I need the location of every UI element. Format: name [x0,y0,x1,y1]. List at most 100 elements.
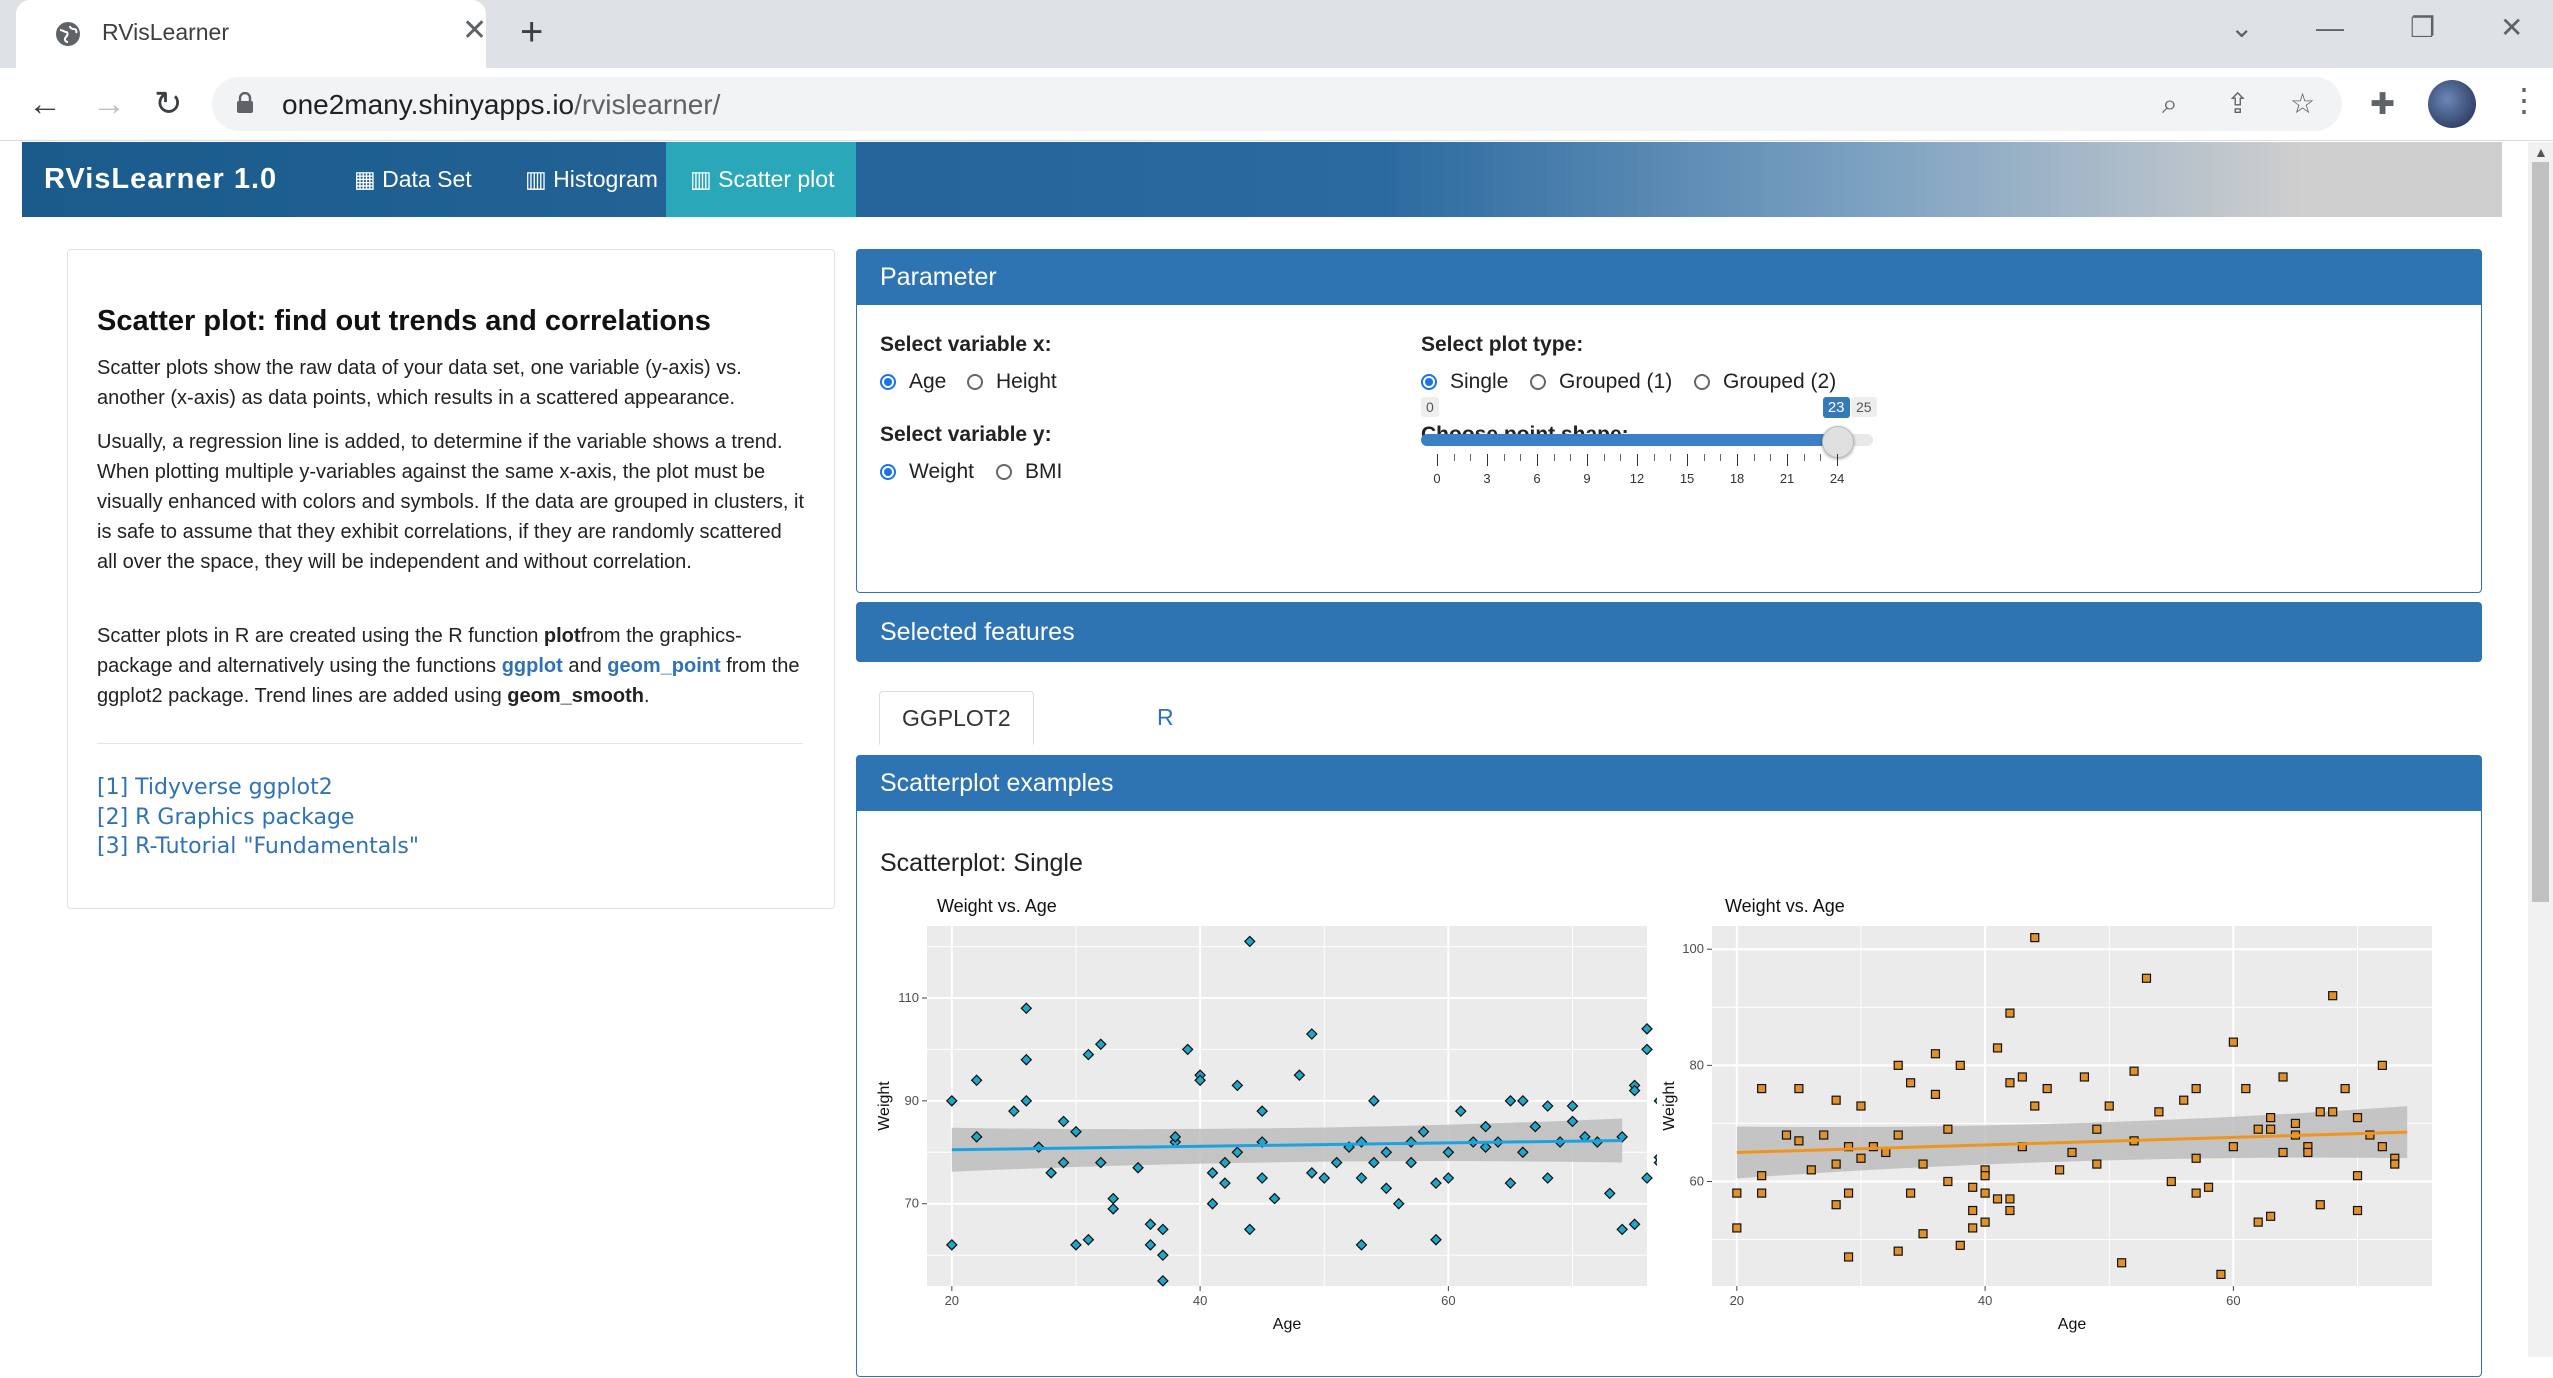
scatter-plot-2: 20 40 60 60 80 100 Age Weight [1661,926,2432,1333]
data-point [1980,1188,1990,1198]
data-point [1169,1131,1182,1143]
data-point [1616,1223,1629,1236]
parameter-header: Parameter [857,250,2481,305]
data-point [2328,991,2338,1001]
data-point [1541,1172,1554,1184]
x-tick-label: 20 [1730,1293,1744,1308]
data-point [1243,935,1256,948]
data-point [2154,1107,2164,1117]
radio-x-height[interactable]: Height [967,370,1057,394]
data-point [1405,1156,1417,1169]
data-point [2228,1037,2238,1047]
forward-arrow-icon[interactable]: → [92,85,126,123]
data-point [1144,1218,1157,1231]
data-point [2290,1118,2301,1129]
browser-tab[interactable]: RVisLearner ✕ [16,0,488,68]
ggplot-link[interactable]: ggplot [501,655,563,677]
trend-line [951,1138,1623,1152]
restore-icon[interactable]: ❐ [2410,12,2436,43]
tab-ggplot2-scatter[interactable]: GGPLOT2 Scatter [879,691,1034,783]
data-point [1868,1142,1878,1152]
selected-features-header: Selected features [857,603,2481,661]
trend-line [1736,1130,2408,1154]
data-point [1968,1223,1978,1233]
data-point [1504,1095,1517,1107]
data-point [1504,1177,1517,1189]
data-point [1442,1172,1455,1184]
geom-point-link[interactable]: geom_point [607,655,721,677]
extensions-puzzle-icon[interactable]: ✚ [2370,88,2396,121]
slider-tick [1637,454,1639,466]
radio-y-bmi[interactable]: BMI [996,460,1062,484]
data-point [1641,1043,1653,1056]
minimize-icon[interactable]: — [2316,12,2344,43]
slider-tick [1520,454,1522,461]
data-point [945,1239,958,1251]
bookmark-star-icon[interactable]: ☆ [2290,88,2316,119]
data-point [1020,1053,1033,1066]
link-tidyverse-ggplot2[interactable]: [1] Tidyverse ggplot2 [97,775,333,800]
data-point [2315,1200,2325,1210]
slider-tick [1687,454,1689,466]
radio-y-weight[interactable]: Weight [880,460,974,484]
data-point [2067,1147,2077,1158]
slider-tick [1720,454,1722,461]
radio-x-age[interactable]: Age [880,370,946,394]
data-point [1529,1120,1542,1133]
scrollbar-thumb[interactable] [2532,162,2549,902]
share-icon[interactable]: ⇪ [2226,88,2250,119]
data-point [2005,1078,2015,1088]
radio-type-grouped-1[interactable]: Grouped (1) [1530,370,1672,394]
reload-icon[interactable]: ↻ [154,85,183,123]
zoom-icon[interactable]: ⌕ [2162,88,2178,119]
data-point [1194,1074,1206,1087]
new-tab-icon[interactable]: + [520,10,544,54]
page-scrollbar[interactable]: ▲ [2528,142,2553,1357]
data-point [1732,1188,1742,1198]
data-point [1918,1159,1928,1169]
data-point [2216,1269,2226,1279]
window-close-icon[interactable]: ✕ [2500,12,2524,43]
data-point [2278,1147,2288,1158]
slider-tick [1670,454,1672,461]
profile-avatar[interactable] [2428,80,2476,128]
var-x-label: Select variable x: [880,333,1052,356]
data-point [2266,1211,2276,1221]
nav-data-set[interactable]: ▦ Data Set [354,166,472,192]
nav-histogram[interactable]: ▥ Histogram [525,166,658,192]
slider-tick-label: 15 [1679,471,1695,486]
link-r-tutorial[interactable]: [3] R-Tutorial "Fundamentals" [97,834,419,859]
data-point [2005,1008,2015,1018]
data-point [1330,1156,1343,1169]
scroll-up-icon[interactable]: ▲ [2534,144,2548,160]
slider-tick [1487,454,1488,466]
slider-tick-label: 3 [1483,471,1491,486]
nav-scatter-plot[interactable]: ▥ Scatter plot [666,142,857,217]
var-y-label: Select variable y: [880,423,1052,446]
data-point [2377,1060,2387,1070]
tab-search-chevron-icon[interactable]: ⌄ [2230,12,2254,43]
browser-menu-icon[interactable]: ⋮ [2508,82,2540,118]
data-point [1368,1095,1380,1107]
divider [97,743,803,744]
app-brand[interactable]: RVisLearner 1.0 [44,163,278,195]
browser-tabstrip: RVisLearner ✕ + ⌄ — ❐ ✕ [0,0,2553,68]
address-bar[interactable]: one2many.shinyapps.io/rvislearner/ ⌕ ⇪ ☆ [212,77,2342,131]
radio-type-single[interactable]: Single [1421,370,1508,394]
slider-tick [1470,454,1472,461]
data-point [1856,1153,1866,1163]
data-point [2352,1205,2363,1216]
data-point [970,1074,983,1087]
back-arrow-icon[interactable]: ← [28,85,62,123]
tab-r-graphics-scatter[interactable]: R Graphics Scatter [1157,704,1249,834]
tab-close-icon[interactable]: ✕ [462,14,488,47]
bar-chart-icon: ▥ [525,166,547,192]
point-shape-slider[interactable]: 0 25 23 0 3 6 9 12 15 18 21 24 [1421,397,1901,497]
radio-type-grouped-2[interactable]: Grouped (2) [1694,370,1836,394]
link-r-graphics[interactable]: [2] R Graphics package [97,805,355,830]
data-point [1020,1002,1033,1015]
x-tick-label: 60 [2226,1293,2240,1308]
data-point [2191,1153,2201,1163]
data-point [1430,1233,1442,1246]
y-tick-label: 70 [905,1196,919,1211]
